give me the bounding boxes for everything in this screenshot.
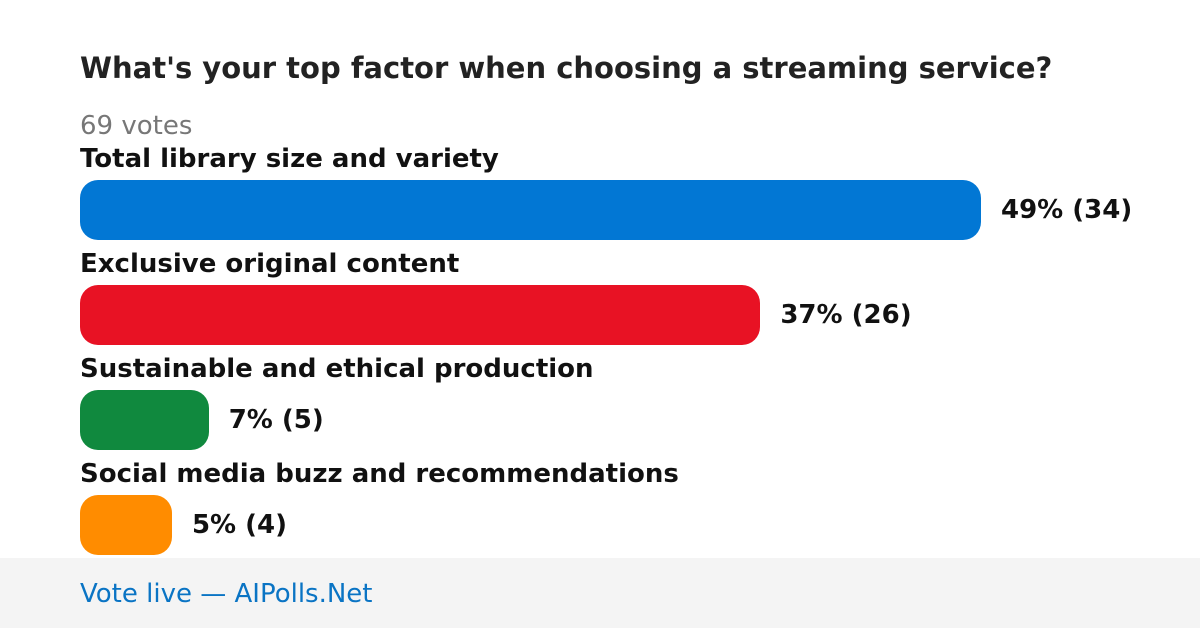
option-value-label: 7% (5) — [228, 405, 324, 435]
footer-bar: Vote live — AIPolls.Net — [0, 558, 1200, 628]
poll-results-chart: Total library size and variety 49% (34) Ex… — [80, 144, 1133, 555]
vote-count: 69 votes — [80, 111, 193, 141]
option-value-label: 5% (4) — [191, 510, 287, 540]
option-label: Sustainable and ethical production — [80, 354, 594, 384]
option-label: Exclusive original content — [80, 249, 460, 279]
option-value-label: 49% (34) — [1001, 195, 1133, 225]
option-bar — [80, 495, 172, 555]
option-label: Total library size and variety — [80, 144, 499, 174]
poll-title: What's your top factor when choosing a s… — [80, 51, 1053, 85]
option-bar — [80, 390, 209, 450]
option-bar — [80, 180, 981, 240]
option-label: Social media buzz and recommendations — [80, 459, 679, 489]
vote-live-link[interactable]: Vote live — AIPolls.Net — [80, 579, 373, 609]
option-value-label: 37% (26) — [780, 300, 912, 330]
option-bar — [80, 285, 761, 345]
